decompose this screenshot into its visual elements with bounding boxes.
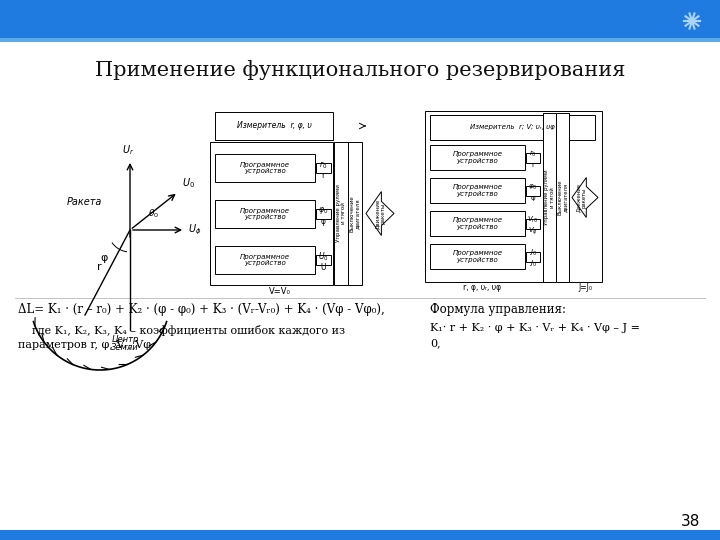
Text: $V_φ$: $V_φ$: [528, 225, 538, 237]
Text: Измеритель  r, φ, υ: Измеритель r, φ, υ: [237, 122, 311, 131]
Text: U: U: [320, 264, 325, 273]
Text: Программное
устройство: Программное устройство: [452, 151, 503, 164]
Text: r: r: [531, 162, 534, 168]
Text: Движение
ракеты: Движение ракеты: [374, 198, 385, 228]
Text: Применение функционального резервирования: Применение функционального резервировани…: [95, 60, 625, 80]
Text: 38: 38: [680, 515, 700, 530]
Text: Формула управления:: Формула управления:: [430, 303, 566, 316]
Text: Управление рулями
и тягой: Управление рулями и тягой: [544, 170, 555, 225]
Text: $φ_0$: $φ_0$: [528, 183, 538, 192]
Text: Движение
ракеты: Движение ракеты: [576, 183, 587, 212]
Text: Программное
устройство: Программное устройство: [240, 161, 290, 174]
Bar: [215, 200, 315, 228]
Bar: [430, 211, 525, 236]
Text: Программное
устройство: Программное устройство: [452, 217, 503, 230]
Bar: [0, 38, 720, 42]
Text: r, φ, υᵣ, υφ: r, φ, υᵣ, υφ: [464, 284, 502, 293]
Text: Ракета: Ракета: [67, 197, 102, 207]
Text: Программное
устройство: Программное устройство: [452, 250, 503, 263]
Bar: [316, 163, 331, 173]
Bar: [526, 186, 540, 196]
Bar: [0, 530, 720, 540]
Text: Программное
устройство: Программное устройство: [240, 253, 290, 267]
Text: Земли: Земли: [111, 343, 139, 352]
Text: r: r: [321, 172, 325, 180]
Bar: [430, 244, 525, 269]
Text: $J_0$: $J_0$: [529, 259, 537, 269]
Text: Управление рулями
и тягой: Управление рулями и тягой: [336, 185, 346, 242]
Bar: [316, 209, 331, 219]
Bar: [526, 153, 540, 163]
Polygon shape: [688, 17, 696, 25]
Bar: [425, 111, 602, 282]
Text: параметров r, φ, Vᵣ, Vφ: параметров r, φ, Vᵣ, Vφ: [18, 340, 151, 350]
Text: φ: φ: [531, 195, 535, 201]
Text: $r_0$: $r_0$: [529, 149, 537, 159]
Text: Измеритель  r; V; υᵣ, υφ: Измеритель r; V; υᵣ, υφ: [470, 125, 555, 131]
Text: K₁· r + K₂ · φ + K₃ · Vᵣ + K₄ · Vφ – J =: K₁· r + K₂ · φ + K₃ · Vᵣ + K₄ · Vφ – J =: [430, 323, 640, 333]
Bar: [556, 113, 569, 282]
Text: $U_\phi$: $U_\phi$: [188, 223, 202, 237]
Text: $U_r$: $U_r$: [122, 143, 134, 157]
Text: $U_0$: $U_0$: [182, 176, 195, 190]
Text: 0,: 0,: [430, 338, 441, 348]
Text: Выключение
двигателя: Выключение двигателя: [557, 180, 568, 215]
Bar: [334, 142, 348, 285]
Text: $r_0$: $r_0$: [319, 159, 327, 171]
Text: Центр: Центр: [112, 335, 139, 344]
Bar: [316, 255, 331, 265]
Text: Программное
устройство: Программное устройство: [240, 207, 290, 220]
Text: $θ_0$: $θ_0$: [148, 208, 159, 220]
Text: $J_0$: $J_0$: [529, 248, 537, 258]
Polygon shape: [366, 192, 394, 235]
Bar: [543, 113, 556, 282]
Bar: [210, 142, 333, 285]
Text: Программное
устройство: Программное устройство: [452, 184, 503, 197]
Polygon shape: [572, 178, 598, 218]
Text: J=J₀: J=J₀: [578, 284, 592, 293]
Bar: [526, 219, 540, 229]
Text: V=V₀: V=V₀: [269, 287, 291, 296]
Text: где K₁, K₂, K₃, K₄ – коэффициенты ошибок каждого из: где K₁, K₂, K₃, K₄ – коэффициенты ошибок…: [18, 325, 345, 335]
Bar: [526, 252, 540, 262]
Bar: [215, 154, 315, 182]
Bar: [215, 246, 315, 274]
Bar: [430, 145, 525, 170]
Text: $V_{r0}$: $V_{r0}$: [527, 215, 539, 225]
Text: r: r: [97, 262, 102, 273]
Bar: [0, 0, 720, 38]
Text: $φ_0$: $φ_0$: [318, 206, 328, 217]
Text: φ: φ: [320, 218, 325, 226]
Bar: [430, 178, 525, 203]
Text: $U_0$: $U_0$: [318, 251, 328, 263]
Bar: [430, 115, 595, 140]
Text: ΔL= K₁ · (r – r₀) + K₂ · (φ - φ₀) + K₃ · (Vᵣ-Vᵣ₀) + K₄ · (Vφ - Vφ₀),: ΔL= K₁ · (r – r₀) + K₂ · (φ - φ₀) + K₃ ·…: [18, 303, 384, 316]
Text: φ: φ: [100, 253, 108, 263]
Bar: [215, 112, 333, 140]
Bar: [348, 142, 362, 285]
Text: Выключение
двигателя: Выключение двигателя: [350, 195, 361, 232]
